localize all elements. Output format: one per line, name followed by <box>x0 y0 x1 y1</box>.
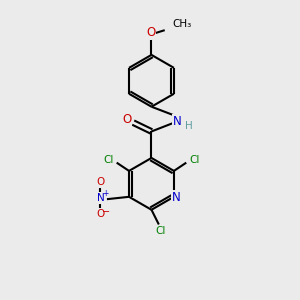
Text: −: − <box>102 206 110 217</box>
Text: Cl: Cl <box>103 155 114 165</box>
Text: Cl: Cl <box>189 155 200 165</box>
Text: O: O <box>146 26 155 39</box>
Text: O: O <box>96 208 105 219</box>
Text: CH₃: CH₃ <box>173 19 192 29</box>
Text: O: O <box>122 113 131 126</box>
Text: N: N <box>173 115 182 128</box>
Text: +: + <box>103 189 109 198</box>
Text: N: N <box>172 191 181 204</box>
Text: H: H <box>185 121 193 130</box>
Text: N: N <box>97 193 104 203</box>
Text: Cl: Cl <box>155 226 166 236</box>
Text: O: O <box>96 177 105 188</box>
